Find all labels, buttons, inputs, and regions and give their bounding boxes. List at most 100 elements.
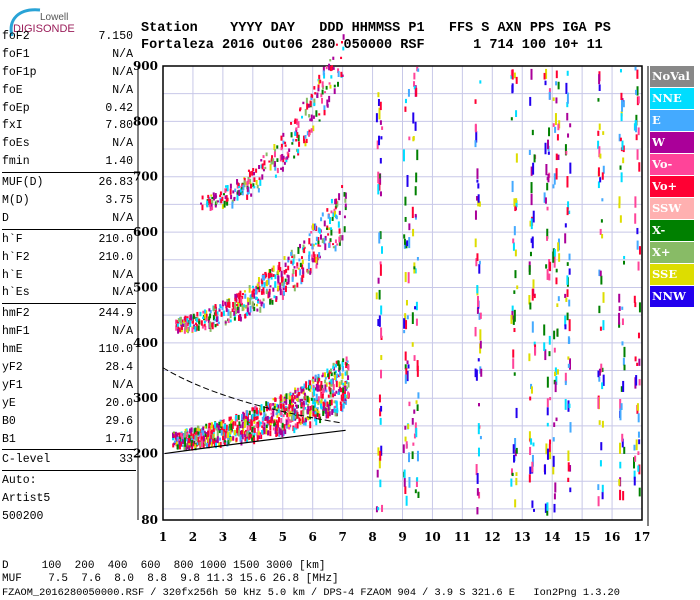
echo-point	[313, 259, 316, 263]
echo-point	[270, 298, 273, 303]
interference-point	[602, 374, 605, 386]
interference-point	[564, 380, 567, 386]
y-tick-label: 600	[133, 225, 158, 239]
echo-point	[325, 389, 328, 393]
echo-point	[297, 134, 300, 142]
interference-point	[553, 256, 556, 268]
echo-point	[238, 315, 241, 321]
interference-point	[633, 476, 636, 486]
x-tick-label: 3	[219, 530, 227, 544]
x-tick-label: 13	[514, 530, 531, 544]
echo-point	[294, 423, 297, 429]
echo-point	[255, 288, 258, 295]
echo-point	[305, 395, 308, 399]
echo-point	[267, 401, 270, 408]
echo-point	[318, 413, 321, 420]
separator	[2, 303, 136, 305]
echo-point	[268, 291, 271, 298]
echo-point	[308, 114, 311, 118]
interference-point	[598, 123, 601, 130]
echo-point	[196, 428, 199, 432]
interference-point	[413, 72, 416, 80]
echo-point	[299, 421, 302, 425]
param-value: 29.6	[105, 414, 133, 428]
echo-point	[329, 238, 332, 243]
auto-scaling-l2: Artist5	[2, 492, 51, 506]
echo-point	[325, 227, 328, 230]
interference-point	[406, 174, 409, 187]
interference-point	[379, 157, 382, 164]
echo-point	[205, 310, 208, 316]
interference-point	[599, 177, 602, 183]
echo-point	[344, 192, 347, 199]
echo-point	[322, 409, 325, 416]
interference-point	[531, 461, 534, 473]
echo-point	[248, 410, 251, 415]
interference-point	[414, 489, 417, 494]
interference-point	[601, 491, 604, 500]
echo-point	[275, 419, 278, 424]
echo-point	[235, 437, 238, 440]
interference-point	[530, 238, 533, 243]
echo-point	[202, 426, 205, 433]
interference-point	[514, 249, 517, 257]
echo-point	[186, 320, 189, 326]
interference-point	[567, 450, 570, 462]
echo-point	[328, 388, 331, 392]
interference-point	[379, 479, 382, 488]
interference-point	[377, 507, 380, 511]
echo-point	[299, 262, 302, 268]
interference-point	[554, 371, 557, 377]
interference-point	[602, 165, 605, 174]
echo-point	[275, 427, 278, 432]
interference-point	[546, 502, 549, 511]
interference-point	[378, 315, 381, 327]
echo-point	[273, 420, 276, 427]
echo-point	[245, 429, 248, 432]
echo-point	[257, 426, 260, 433]
echo-point	[266, 405, 269, 412]
interference-point	[477, 183, 480, 189]
x-tick-label: 1	[159, 530, 167, 544]
echo-point	[282, 281, 285, 288]
echo-point	[259, 412, 262, 416]
echo-point	[323, 109, 326, 116]
echo-point	[333, 88, 336, 95]
interference-point	[515, 407, 518, 419]
echo-point	[294, 415, 297, 419]
echo-point	[201, 204, 204, 211]
interference-point	[544, 349, 547, 361]
echo-point	[192, 433, 195, 437]
echo-point	[335, 215, 338, 220]
interference-point	[403, 469, 406, 479]
echo-point	[292, 138, 295, 142]
interference-point	[569, 123, 572, 128]
echo-point	[224, 195, 227, 199]
interference-point	[528, 295, 531, 305]
echo-point	[336, 407, 339, 414]
echo-point	[307, 103, 310, 108]
echo-point	[184, 441, 187, 447]
echo-point	[173, 442, 176, 446]
interference-point	[619, 442, 622, 454]
echo-point	[188, 437, 191, 444]
echo-point	[325, 65, 328, 70]
echo-point	[236, 424, 239, 430]
interference-point	[405, 495, 408, 506]
echo-point	[204, 432, 207, 437]
echo-point	[294, 401, 297, 404]
echo-point	[307, 403, 310, 408]
interference-point	[528, 265, 531, 275]
echo-point	[234, 188, 237, 192]
interference-point	[543, 192, 546, 203]
echo-point	[308, 233, 311, 237]
echo-point	[343, 389, 346, 395]
echo-point	[204, 325, 207, 331]
distance-row: D 100 200 400 600 800 1000 1500 3000 [km…	[2, 560, 326, 572]
echo-point	[324, 372, 327, 378]
interference-point	[407, 423, 410, 430]
echo-point	[208, 316, 211, 321]
echo-point	[278, 285, 281, 291]
echo-point	[305, 387, 308, 390]
echo-point	[234, 306, 237, 311]
